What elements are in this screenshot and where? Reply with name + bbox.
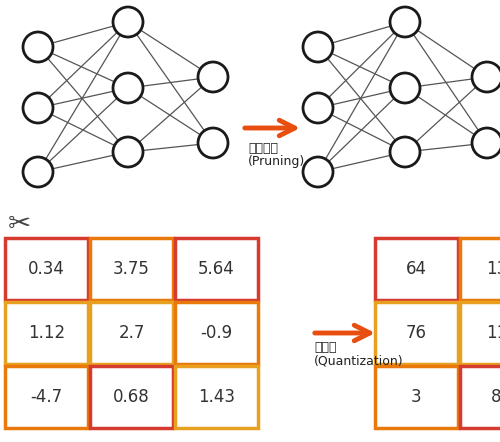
Text: ✂: ✂: [8, 210, 31, 238]
Bar: [90, 366, 173, 428]
Text: 1.12: 1.12: [28, 324, 65, 342]
Text: 119: 119: [486, 324, 500, 342]
Circle shape: [113, 7, 143, 37]
Bar: [375, 238, 458, 300]
Text: 0.34: 0.34: [28, 260, 65, 278]
Circle shape: [113, 137, 143, 167]
Bar: [175, 238, 258, 300]
Bar: [90, 302, 173, 364]
Circle shape: [303, 93, 333, 123]
Text: 가지치기: 가지치기: [248, 142, 278, 155]
Bar: [90, 238, 173, 300]
Text: 64: 64: [406, 260, 427, 278]
Text: 81: 81: [491, 388, 500, 406]
Bar: [375, 302, 458, 364]
Text: -4.7: -4.7: [30, 388, 62, 406]
Bar: [5, 238, 88, 300]
Text: 76: 76: [406, 324, 427, 342]
Text: 2.7: 2.7: [118, 324, 144, 342]
Text: -0.9: -0.9: [200, 324, 232, 342]
Circle shape: [303, 157, 333, 187]
Circle shape: [23, 32, 53, 62]
Text: 양자화: 양자화: [314, 341, 336, 354]
Text: 5.64: 5.64: [198, 260, 235, 278]
Bar: [175, 302, 258, 364]
Circle shape: [113, 73, 143, 103]
Text: (Quantization): (Quantization): [314, 354, 404, 367]
Circle shape: [23, 93, 53, 123]
Bar: [460, 302, 500, 364]
Circle shape: [198, 62, 228, 92]
Circle shape: [472, 62, 500, 92]
Circle shape: [390, 137, 420, 167]
Text: 3: 3: [411, 388, 422, 406]
Text: 134: 134: [486, 260, 500, 278]
Bar: [460, 366, 500, 428]
Bar: [5, 366, 88, 428]
Bar: [460, 238, 500, 300]
Circle shape: [303, 32, 333, 62]
Bar: [5, 302, 88, 364]
Text: 0.68: 0.68: [113, 388, 150, 406]
Circle shape: [390, 73, 420, 103]
Text: 3.75: 3.75: [113, 260, 150, 278]
Circle shape: [390, 7, 420, 37]
Circle shape: [23, 157, 53, 187]
Circle shape: [472, 128, 500, 158]
Bar: [375, 366, 458, 428]
Bar: [175, 366, 258, 428]
Circle shape: [198, 128, 228, 158]
Text: 1.43: 1.43: [198, 388, 235, 406]
Text: (Pruning): (Pruning): [248, 155, 305, 168]
